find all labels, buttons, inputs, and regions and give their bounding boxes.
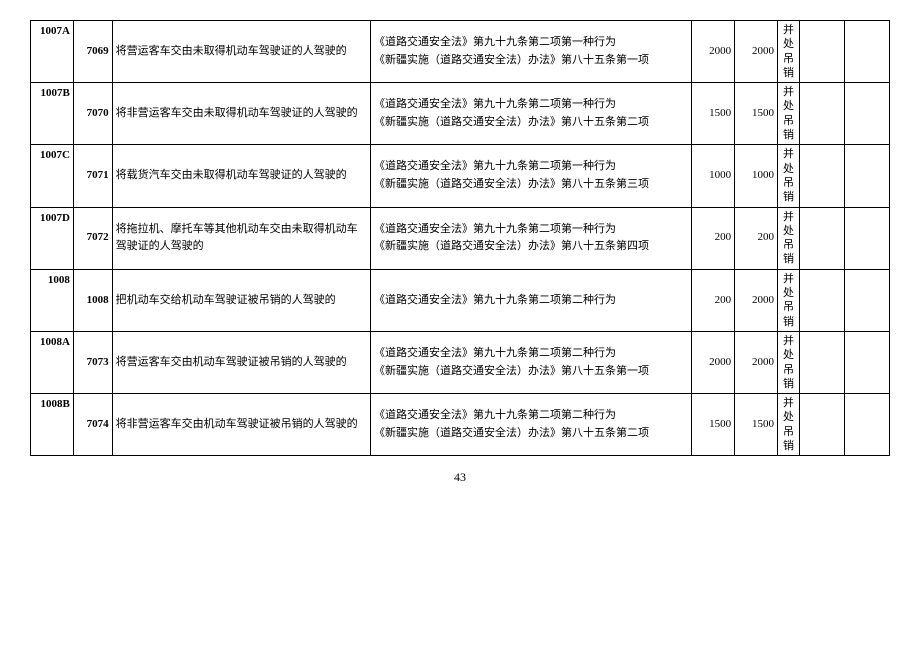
cell-num2: 2000 bbox=[735, 21, 778, 83]
cell-note: 并处吊销 bbox=[778, 331, 800, 393]
cell-note: 并处吊销 bbox=[778, 207, 800, 269]
cell-code1: 1007D bbox=[31, 207, 74, 269]
cell-code1: 1007B bbox=[31, 83, 74, 145]
cell-note: 并处吊销 bbox=[778, 21, 800, 83]
cell-desc: 将非营运客车交由机动车驾驶证被吊销的人驾驶的 bbox=[112, 394, 370, 456]
cell-law: 《道路交通安全法》第九十九条第二项第一种行为《新疆实施（道路交通安全法）办法》第… bbox=[371, 83, 692, 145]
cell-num1: 1500 bbox=[692, 394, 735, 456]
cell-desc: 将拖拉机、摩托车等其他机动车交由未取得机动车驾驶证的人驾驶的 bbox=[112, 207, 370, 269]
cell-code1: 1007C bbox=[31, 145, 74, 207]
cell-empty bbox=[799, 331, 844, 393]
table-row: 1007B 7070 将非营运客车交由未取得机动车驾驶证的人驾驶的 《道路交通安… bbox=[31, 83, 890, 145]
cell-num1: 1000 bbox=[692, 145, 735, 207]
cell-law: 《道路交通安全法》第九十九条第二项第一种行为《新疆实施（道路交通安全法）办法》第… bbox=[371, 207, 692, 269]
cell-code2: 7070 bbox=[73, 83, 112, 145]
cell-code2: 7071 bbox=[73, 145, 112, 207]
table-row: 1007C 7071 将载货汽车交由未取得机动车驾驶证的人驾驶的 《道路交通安全… bbox=[31, 145, 890, 207]
cell-empty bbox=[844, 394, 889, 456]
cell-code2: 7072 bbox=[73, 207, 112, 269]
cell-empty bbox=[844, 331, 889, 393]
cell-code1: 1007A bbox=[31, 21, 74, 83]
cell-empty bbox=[799, 207, 844, 269]
cell-empty bbox=[799, 83, 844, 145]
cell-empty bbox=[799, 269, 844, 331]
cell-code1: 1008A bbox=[31, 331, 74, 393]
table-row: 1007D 7072 将拖拉机、摩托车等其他机动车交由未取得机动车驾驶证的人驾驶… bbox=[31, 207, 890, 269]
cell-num2: 1500 bbox=[735, 394, 778, 456]
cell-code2: 7074 bbox=[73, 394, 112, 456]
cell-empty bbox=[844, 145, 889, 207]
table-row: 1008A 7073 将营运客车交由机动车驾驶证被吊销的人驾驶的 《道路交通安全… bbox=[31, 331, 890, 393]
table-row: 1008B 7074 将非营运客车交由机动车驾驶证被吊销的人驾驶的 《道路交通安… bbox=[31, 394, 890, 456]
cell-law: 《道路交通安全法》第九十九条第二项第二种行为《新疆实施（道路交通安全法）办法》第… bbox=[371, 331, 692, 393]
cell-note: 并处吊销 bbox=[778, 83, 800, 145]
cell-law: 《道路交通安全法》第九十九条第二项第一种行为《新疆实施（道路交通安全法）办法》第… bbox=[371, 21, 692, 83]
cell-empty bbox=[799, 21, 844, 83]
table-row: 1007A 7069 将营运客车交由未取得机动车驾驶证的人驾驶的 《道路交通安全… bbox=[31, 21, 890, 83]
cell-desc: 将营运客车交由机动车驾驶证被吊销的人驾驶的 bbox=[112, 331, 370, 393]
cell-law: 《道路交通安全法》第九十九条第二项第一种行为《新疆实施（道路交通安全法）办法》第… bbox=[371, 145, 692, 207]
cell-num2: 2000 bbox=[735, 331, 778, 393]
cell-code2: 7073 bbox=[73, 331, 112, 393]
cell-code2: 1008 bbox=[73, 269, 112, 331]
cell-law: 《道路交通安全法》第九十九条第二项第二种行为 bbox=[371, 269, 692, 331]
cell-num1: 2000 bbox=[692, 331, 735, 393]
cell-num1: 200 bbox=[692, 269, 735, 331]
cell-note: 并处吊销 bbox=[778, 394, 800, 456]
regulation-table: 1007A 7069 将营运客车交由未取得机动车驾驶证的人驾驶的 《道路交通安全… bbox=[30, 20, 890, 456]
cell-code1: 1008B bbox=[31, 394, 74, 456]
cell-empty bbox=[799, 394, 844, 456]
cell-desc: 将载货汽车交由未取得机动车驾驶证的人驾驶的 bbox=[112, 145, 370, 207]
cell-empty bbox=[844, 83, 889, 145]
cell-num2: 200 bbox=[735, 207, 778, 269]
page-number: 43 bbox=[30, 470, 890, 485]
cell-empty bbox=[844, 207, 889, 269]
cell-note: 并处吊销 bbox=[778, 145, 800, 207]
cell-num2: 1500 bbox=[735, 83, 778, 145]
cell-num1: 200 bbox=[692, 207, 735, 269]
cell-desc: 将非营运客车交由未取得机动车驾驶证的人驾驶的 bbox=[112, 83, 370, 145]
cell-empty bbox=[799, 145, 844, 207]
cell-code2: 7069 bbox=[73, 21, 112, 83]
cell-empty bbox=[844, 269, 889, 331]
cell-num1: 1500 bbox=[692, 83, 735, 145]
cell-code1: 1008 bbox=[31, 269, 74, 331]
cell-num1: 2000 bbox=[692, 21, 735, 83]
cell-empty bbox=[844, 21, 889, 83]
cell-num2: 2000 bbox=[735, 269, 778, 331]
table-body: 1007A 7069 将营运客车交由未取得机动车驾驶证的人驾驶的 《道路交通安全… bbox=[31, 21, 890, 456]
table-row: 1008 1008 把机动车交给机动车驾驶证被吊销的人驾驶的 《道路交通安全法》… bbox=[31, 269, 890, 331]
cell-desc: 将营运客车交由未取得机动车驾驶证的人驾驶的 bbox=[112, 21, 370, 83]
cell-law: 《道路交通安全法》第九十九条第二项第二种行为《新疆实施（道路交通安全法）办法》第… bbox=[371, 394, 692, 456]
cell-desc: 把机动车交给机动车驾驶证被吊销的人驾驶的 bbox=[112, 269, 370, 331]
cell-note: 并处吊销 bbox=[778, 269, 800, 331]
cell-num2: 1000 bbox=[735, 145, 778, 207]
